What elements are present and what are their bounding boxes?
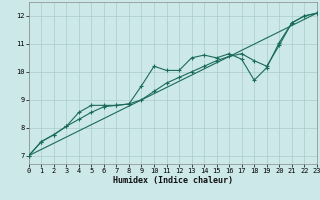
X-axis label: Humidex (Indice chaleur): Humidex (Indice chaleur) [113, 176, 233, 185]
